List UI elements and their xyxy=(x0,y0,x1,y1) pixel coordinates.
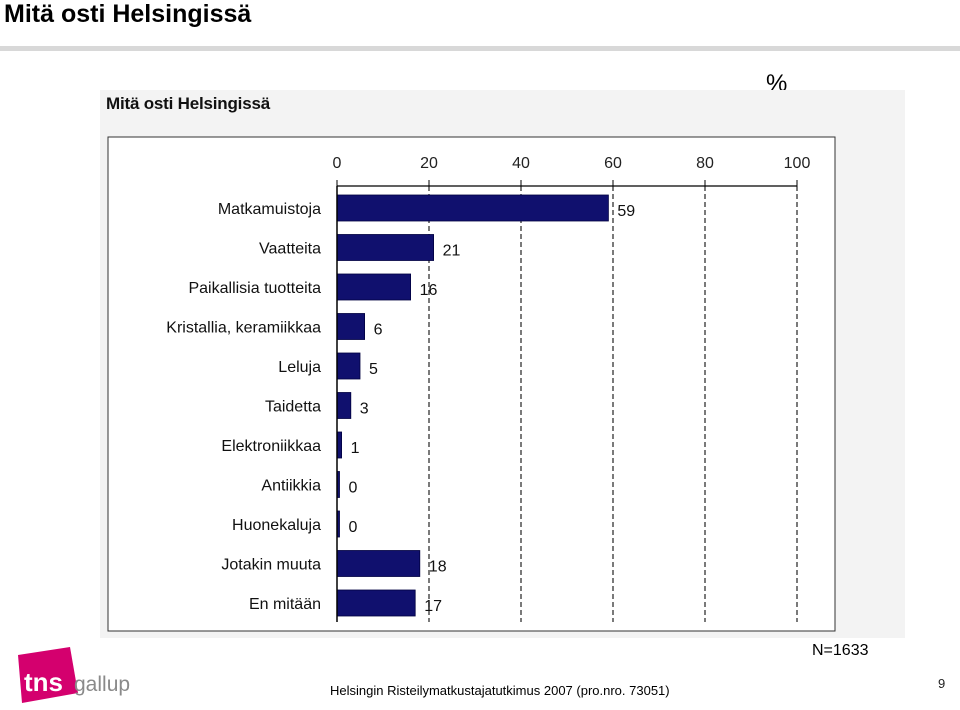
category-label: Paikallisia tuotteita xyxy=(188,280,321,297)
category-label: Vaatteita xyxy=(259,241,321,258)
bar xyxy=(336,273,411,301)
tns-gallup-logo: tns gallup xyxy=(18,647,130,703)
value-label: 0 xyxy=(349,519,358,536)
logo-mark xyxy=(18,647,78,703)
value-label: 18 xyxy=(429,559,447,576)
bar xyxy=(336,589,416,617)
bar xyxy=(336,392,352,419)
sample-size-label: N=1633 xyxy=(812,642,869,659)
category-label: Antiikkia xyxy=(261,478,321,495)
category-label: Jotakin muuta xyxy=(221,557,321,574)
bar xyxy=(336,234,434,261)
x-tick-label: 20 xyxy=(420,155,438,172)
category-label: Huonekaluja xyxy=(232,517,321,534)
value-label: 21 xyxy=(443,243,461,260)
logo-text-gallup: gallup xyxy=(74,673,130,696)
category-label: Matkamuistoja xyxy=(218,201,321,218)
x-tick-label: 80 xyxy=(696,155,714,172)
category-label: Kristallia, keramiikkaa xyxy=(166,320,321,337)
value-label: 59 xyxy=(617,203,635,220)
chart-title: Mitä osti Helsingissä xyxy=(106,94,270,113)
value-label: 5 xyxy=(369,361,378,378)
value-label: 16 xyxy=(420,282,438,299)
category-label: Elektroniikkaa xyxy=(221,438,321,455)
category-label: En mitään xyxy=(249,596,321,613)
bar xyxy=(336,352,361,380)
x-tick-label: 40 xyxy=(512,155,530,172)
logo-text-tns: tns xyxy=(24,667,63,697)
x-tick-label: 60 xyxy=(604,155,622,172)
page-number: 9 xyxy=(938,676,946,691)
bar xyxy=(336,194,609,222)
category-label: Taidetta xyxy=(265,399,321,416)
value-label: 17 xyxy=(424,598,442,615)
source-footnote: Helsingin Risteilymatkustajatutkimus 200… xyxy=(330,683,670,698)
x-tick-label: 0 xyxy=(333,155,342,172)
value-label: 1 xyxy=(351,440,360,457)
slide-title: Mitä osti Helsingissä xyxy=(4,0,252,28)
category-label: Leluja xyxy=(278,359,321,376)
value-label: 0 xyxy=(349,480,358,497)
title-divider xyxy=(0,46,960,51)
value-label: 6 xyxy=(374,322,383,339)
bar xyxy=(336,550,421,577)
bar xyxy=(336,313,366,340)
value-label: 3 xyxy=(360,401,369,418)
x-tick-label: 100 xyxy=(784,155,811,172)
